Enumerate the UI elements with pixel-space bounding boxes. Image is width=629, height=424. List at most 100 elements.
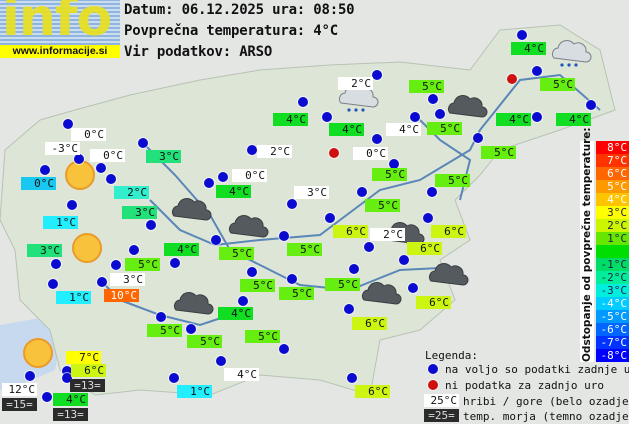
temperature-label[interactable]: 0°C <box>353 147 388 160</box>
sea-temperature-label[interactable]: =13= <box>53 408 88 421</box>
station-dot[interactable] <box>111 260 121 270</box>
station-dot[interactable] <box>347 373 357 383</box>
station-dot[interactable] <box>218 172 228 182</box>
sea-temperature-label[interactable]: =15= <box>2 398 37 411</box>
station-dot[interactable] <box>51 259 61 269</box>
temperature-label[interactable]: 5°C <box>125 258 160 271</box>
station-dot[interactable] <box>204 178 214 188</box>
temperature-label[interactable]: 4°C <box>329 123 364 136</box>
station-dot[interactable] <box>428 94 438 104</box>
station-dot[interactable] <box>357 187 367 197</box>
temperature-label[interactable]: 5°C <box>287 243 322 256</box>
station-dot-missing[interactable] <box>329 148 339 158</box>
temperature-label[interactable]: 5°C <box>372 168 407 181</box>
temperature-label[interactable]: 1°C <box>56 291 91 304</box>
temperature-label[interactable]: 2°C <box>257 145 292 158</box>
station-dot[interactable] <box>146 220 156 230</box>
temperature-label[interactable]: 6°C <box>407 242 442 255</box>
station-dot[interactable] <box>247 145 257 155</box>
temperature-label[interactable]: 5°C <box>427 122 462 135</box>
temperature-label[interactable]: 4°C <box>386 123 421 136</box>
temperature-label[interactable]: 5°C <box>540 78 575 91</box>
station-dot[interactable] <box>344 304 354 314</box>
temperature-label[interactable]: 6°C <box>431 225 466 238</box>
temperature-label[interactable]: 4°C <box>218 307 253 320</box>
station-dot[interactable] <box>279 231 289 241</box>
station-dot[interactable] <box>247 267 257 277</box>
temperature-label[interactable]: 5°C <box>219 247 254 260</box>
station-dot[interactable] <box>169 373 179 383</box>
temperature-label[interactable]: 0°C <box>71 128 106 141</box>
station-dot[interactable] <box>62 373 72 383</box>
station-dot[interactable] <box>216 356 226 366</box>
temperature-label[interactable]: 3°C <box>110 273 145 286</box>
station-dot[interactable] <box>423 213 433 223</box>
station-dot[interactable] <box>364 242 374 252</box>
temperature-label[interactable]: 1°C <box>177 385 212 398</box>
temperature-label[interactable]: 2°C <box>114 186 149 199</box>
temperature-label[interactable]: 6°C <box>416 296 451 309</box>
temperature-label[interactable]: 4°C <box>273 113 308 126</box>
temperature-label[interactable]: 5°C <box>240 279 275 292</box>
station-dot[interactable] <box>287 274 297 284</box>
station-dot[interactable] <box>106 174 116 184</box>
station-dot[interactable] <box>517 30 527 40</box>
temperature-label[interactable]: 4°C <box>496 113 531 126</box>
station-dot[interactable] <box>138 138 148 148</box>
temperature-label[interactable]: 3°C <box>27 244 62 257</box>
station-dot[interactable] <box>129 245 139 255</box>
temperature-label[interactable]: 5°C <box>187 335 222 348</box>
station-dot[interactable] <box>186 324 196 334</box>
temperature-label[interactable]: 3°C <box>294 186 329 199</box>
temperature-label[interactable]: 5°C <box>325 278 360 291</box>
station-dot[interactable] <box>427 187 437 197</box>
station-dot[interactable] <box>74 154 84 164</box>
station-dot[interactable] <box>279 344 289 354</box>
station-dot[interactable] <box>586 100 596 110</box>
station-dot[interactable] <box>532 112 542 122</box>
station-dot[interactable] <box>170 258 180 268</box>
temperature-label[interactable]: 6°C <box>352 317 387 330</box>
temperature-label[interactable]: 6°C <box>355 385 390 398</box>
temperature-label[interactable]: 5°C <box>245 330 280 343</box>
temperature-label[interactable]: 4°C <box>224 368 259 381</box>
temperature-label[interactable]: 10°C <box>104 289 139 302</box>
station-dot[interactable] <box>532 66 542 76</box>
station-dot[interactable] <box>97 277 107 287</box>
temperature-label[interactable]: 0°C <box>21 177 56 190</box>
temperature-label[interactable]: 0°C <box>232 169 267 182</box>
station-dot[interactable] <box>156 312 166 322</box>
temperature-label[interactable]: 7°C <box>66 351 101 364</box>
station-dot[interactable] <box>287 199 297 209</box>
temperature-label[interactable]: 0°C <box>90 149 125 162</box>
station-dot[interactable] <box>48 279 58 289</box>
station-dot[interactable] <box>408 283 418 293</box>
station-dot[interactable] <box>322 112 332 122</box>
temperature-label[interactable]: 3°C <box>122 206 157 219</box>
temperature-label[interactable]: 3°C <box>146 150 181 163</box>
temperature-label[interactable]: 4°C <box>164 243 199 256</box>
station-dot[interactable] <box>372 70 382 80</box>
station-dot[interactable] <box>372 134 382 144</box>
station-dot[interactable] <box>67 200 77 210</box>
station-dot[interactable] <box>435 109 445 119</box>
temperature-label[interactable]: 4°C <box>556 113 591 126</box>
sea-temperature-label[interactable]: =13= <box>70 379 105 392</box>
station-dot[interactable] <box>349 264 359 274</box>
site-logo[interactable]: info www.informacije.si <box>0 0 120 58</box>
station-dot[interactable] <box>211 235 221 245</box>
station-dot[interactable] <box>62 366 72 376</box>
temperature-label[interactable]: -3°C <box>45 142 80 155</box>
station-dot[interactable] <box>40 165 50 175</box>
station-dot[interactable] <box>63 119 73 129</box>
temperature-label[interactable]: 12°C <box>2 383 37 396</box>
temperature-label[interactable]: 5°C <box>365 199 400 212</box>
station-dot[interactable] <box>399 255 409 265</box>
station-dot[interactable] <box>25 371 35 381</box>
logo-url[interactable]: www.informacije.si <box>0 45 120 58</box>
temperature-label[interactable]: 4°C <box>216 185 251 198</box>
temperature-label[interactable]: 6°C <box>333 225 368 238</box>
station-dot-missing[interactable] <box>507 74 517 84</box>
temperature-label[interactable]: 2°C <box>338 77 373 90</box>
temperature-label[interactable]: 2°C <box>370 228 405 241</box>
